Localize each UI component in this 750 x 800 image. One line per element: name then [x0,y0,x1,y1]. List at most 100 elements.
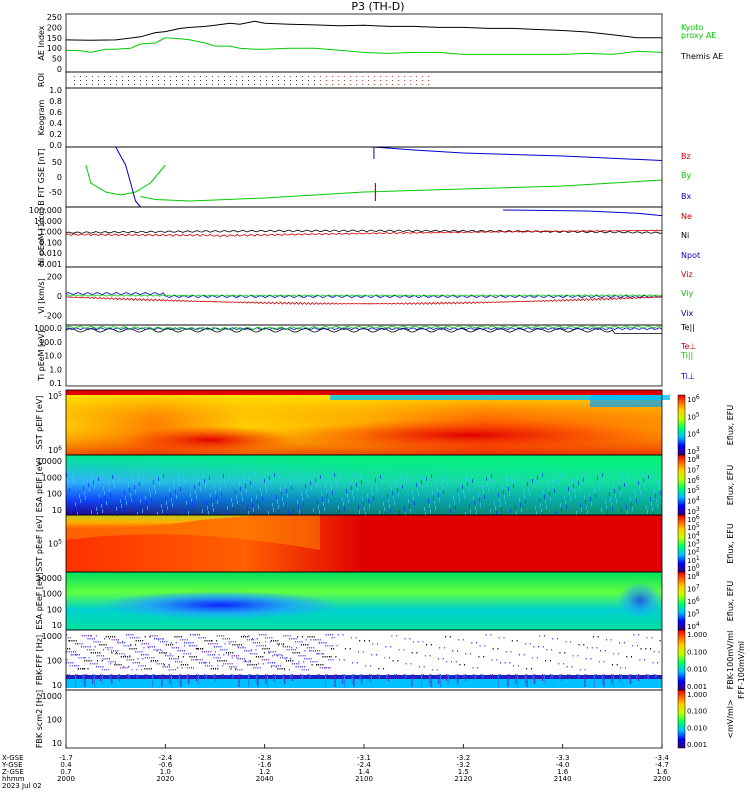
fbk-fff-point [257,642,258,644]
fbk-fff-point [173,658,175,660]
esa_e-ytick-label: 10000 [37,574,62,583]
fbk-fff-point [118,664,120,666]
esa-ion-speckle [344,507,345,511]
fbk-fff-point [277,665,279,667]
roi-dot [248,76,249,77]
fbk-fff-point [95,641,97,643]
roi-dot [302,80,303,81]
bfit-ylabel: B FIT GSE [nT] [37,148,46,206]
esa-ion-speckle [515,506,516,510]
fbk-fff-point [416,652,418,654]
fbk-fff-point [552,638,554,640]
roi-dot [110,80,111,81]
ni-ylabel: Ni pEeM [1/cc] [37,208,46,266]
fbk-fff-point [95,635,97,637]
esa-ion-speckle [517,476,518,480]
fbk-fff-point [169,658,170,660]
fbk-fff-point [256,638,258,640]
fbk-fff-point [405,663,407,665]
esa-ion-speckle [652,507,653,511]
fbk-fff-point [465,653,467,655]
fbk-fff-point [193,659,195,661]
fbk-fff-point [222,665,224,667]
roi-dot [416,76,417,77]
fbk-fff-point [326,667,328,669]
sst_i-ylabel: SST pEIF [eV] [35,396,44,450]
esa-ion-speckle [413,496,414,500]
fbk-fff-point [293,638,295,640]
fbk-fff-point [92,663,94,665]
fbk-fff-point [188,645,190,647]
esa-ion-speckle [285,484,286,488]
fbk-fff-point [72,654,74,656]
ti-ylabel: Ti pEeM [eV] [37,330,46,382]
keogram-ytick-label: 1.0 [49,86,62,95]
fbk-fff-point [100,666,102,668]
fbk-fff-point [177,650,179,652]
fbk-fff-point [182,664,184,666]
fbk-fff-point [122,641,123,643]
esa-ion-speckle [66,473,67,477]
esa-ion-speckle [490,509,491,513]
roi-dot [428,80,429,81]
fbk-fff-point [308,658,310,660]
fbk-fff-point [273,665,275,667]
fbk-fff-point [290,658,292,660]
roi-dot [224,80,225,81]
fbk-fff-point [472,667,474,669]
fbk-fff-point [122,656,124,658]
fbk_fff-ytick-label: 100 [47,657,62,666]
fbk_scm-cbar-tick: 1.000 [687,691,707,699]
esa-ion-speckle [347,494,348,498]
esa-ion-speckle [507,482,508,486]
fbk-fff-point [160,638,162,640]
fbk-fff-point [184,645,185,647]
esa-ion-speckle [334,473,335,477]
fbk-fff-point [198,637,200,639]
roi-dot [182,80,183,81]
sst_e-cbar-label: Eflux, EFU [726,523,735,564]
fbk-fff-point [591,647,593,649]
fbk-fff-point [483,656,485,658]
fbk-fff-point [271,666,272,668]
fbk-fff-point [300,644,302,646]
esa-ion-speckle [103,486,104,490]
roi-dot [380,76,381,77]
fbk-fff-point [100,655,102,657]
esa-ion-speckle [306,489,307,493]
roi-dot [212,80,213,81]
fbk-fff-point [93,649,95,651]
fbk-fff-point [398,649,400,651]
esa-ion-speckle [502,485,503,489]
fbk-fff-point [130,634,132,636]
esa-ion-speckle [644,483,645,487]
esa-ion-speckle [389,504,390,508]
fbk-fff-point [171,647,173,649]
esa-ion-speckle [279,510,280,514]
fbk-fff-point [204,637,206,639]
fbk-fff-point [162,641,163,643]
fbk-fff-point [270,651,272,653]
fbk-fff-point [637,645,638,647]
esa-ion-speckle [247,506,248,510]
fbk-fff-point [248,650,250,652]
fbk-fff-point [116,652,118,654]
esa-ion-speckle [476,511,477,515]
esa-ion-speckle [195,490,196,494]
esa-ion-speckle [302,497,303,501]
fbk-fff-point [288,649,290,651]
fbk-fff-point [167,644,169,646]
fbk-fff-point [638,634,640,636]
fbk-fff-point [117,650,119,652]
esa-ion-speckle [498,493,499,497]
roi-dot [344,80,345,81]
esa-ion-speckle [165,496,166,500]
fbk-fff-point [228,652,229,654]
fbk-fff-point [262,645,264,647]
esa-ion-speckle [468,487,469,491]
esa-ion-speckle [615,494,616,498]
fbk-fff-point [75,654,77,656]
esa-ion-speckle [642,473,643,477]
roi-dot [242,80,243,81]
fbk-fff-point [249,664,251,666]
